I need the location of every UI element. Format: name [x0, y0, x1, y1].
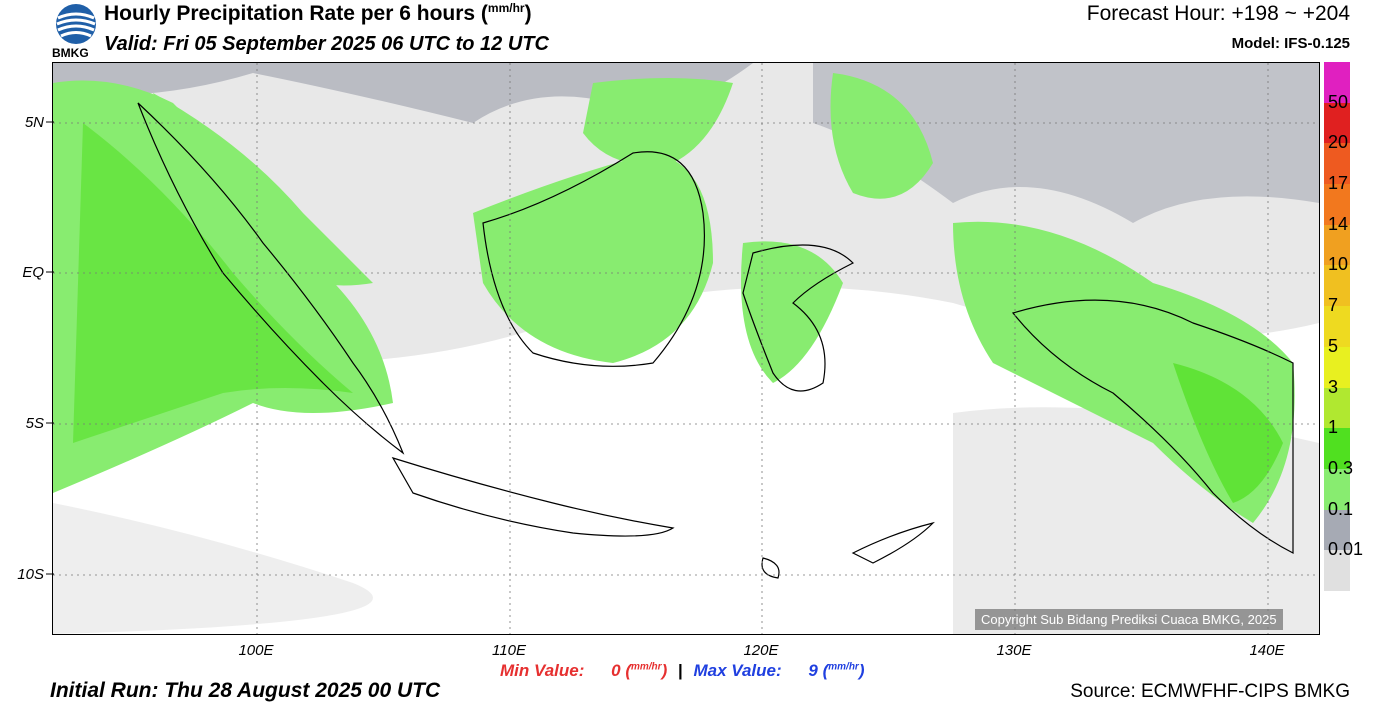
title-close: ) [524, 2, 532, 25]
heavy-rain-west [73, 123, 353, 443]
colorbar-segment [1324, 184, 1350, 225]
colorbar-segment [1324, 306, 1350, 347]
min-label: Min Value: [500, 661, 585, 680]
colorbar-label: 0.1 [1328, 498, 1354, 519]
max-value: 9 [808, 661, 818, 680]
coast-papua [1011, 299, 1294, 554]
colorbar [1324, 62, 1350, 591]
colorbar-label: 5 [1328, 335, 1339, 356]
logo-text: BMKG [52, 46, 89, 60]
colorbar-segment [1324, 346, 1350, 388]
colorbar-segment [1324, 509, 1350, 551]
title-text: Hourly Precipitation Rate per 6 hours ( [104, 2, 488, 25]
coast-java [391, 456, 675, 537]
lon-label-120e: 120E [743, 642, 779, 659]
colorbar-segment [1324, 224, 1350, 266]
colorbar-label: 0.01 [1328, 539, 1364, 560]
colorbar-label: 10 [1328, 254, 1349, 275]
lon-label-130e: 130E [996, 642, 1032, 659]
light-rain-northeast [813, 63, 1319, 223]
max-unit: (mm/hr) [822, 661, 865, 680]
colorbar-label: 7 [1328, 295, 1339, 316]
rain-area-sulawesi [741, 241, 843, 383]
coast-sulawesi [742, 244, 855, 392]
colorbar-segment [1324, 550, 1350, 591]
forecast-hour: Forecast Hour: +198 ~ +204 [1086, 2, 1350, 25]
rain-area-sumatra-north [153, 93, 373, 286]
colorbar-segment [1324, 387, 1350, 429]
coast-timor [851, 521, 935, 564]
data-source: Source: ECMWFHF-CIPS BMKG [1070, 681, 1350, 702]
colorbar-label: 20 [1328, 132, 1349, 153]
bmkg-logo-icon [56, 4, 96, 44]
lon-label-100e: 100E [238, 642, 274, 659]
grid-lines [53, 63, 1319, 634]
title-unit: mm/hr [487, 1, 525, 15]
colorbar-label: 1 [1328, 417, 1339, 438]
chart-title: Hourly Precipitation Rate per 6 hours (m… [104, 1, 532, 26]
colorbar-label: 0.3 [1328, 457, 1354, 478]
drizzle-area-southwest [53, 503, 373, 634]
light-rain-north [53, 63, 753, 123]
colorbar-segment [1324, 62, 1350, 103]
min-unit-text: mm/hr [631, 661, 662, 673]
colorbar-label: 50 [1328, 91, 1349, 112]
value-stats: Min Value: 0 (mm/hr) | Max Value: 9 (mm/… [500, 661, 865, 681]
colorbar-segment [1324, 143, 1350, 185]
colorbar-label: 3 [1328, 376, 1339, 397]
min-unit: (mm/hr) [625, 661, 668, 680]
coast-borneo [482, 151, 706, 367]
bmkg-logo [52, 2, 100, 46]
copyright-notice: Copyright Sub Bidang Prediksi Cuaca BMKG… [975, 609, 1283, 630]
model-name: Model: IFS-0.125 [1231, 35, 1350, 52]
colorbar-segment [1324, 102, 1350, 144]
colorbar-segment [1324, 468, 1350, 510]
coast-sumatra [137, 102, 405, 455]
lon-label-140e: 140E [1249, 642, 1285, 659]
min-value: 0 [611, 661, 621, 680]
colorbar-label: 14 [1328, 213, 1349, 234]
max-unit-text: mm/hr [828, 661, 859, 673]
lat-label-10s: 10S [17, 566, 44, 583]
rain-area-south-china-sea [583, 78, 733, 165]
precipitation-map [52, 62, 1320, 635]
colorbar-segment [1324, 428, 1350, 469]
heavy-rain-papua [1173, 363, 1283, 503]
stats-separator: | [677, 661, 683, 680]
initial-run: Initial Run: Thu 28 August 2025 00 UTC [50, 679, 441, 702]
valid-period: Valid: Fri 05 September 2025 06 UTC to 1… [104, 33, 549, 55]
lat-label-eq: EQ [22, 264, 44, 281]
coast-sumba [761, 557, 780, 579]
rain-area-philippines [830, 73, 933, 199]
lat-label-5s: 5S [25, 415, 44, 432]
colorbar-segment [1324, 265, 1350, 307]
coastlines [137, 102, 1294, 579]
colorbar-label: 17 [1328, 173, 1349, 194]
max-label: Max Value: [693, 661, 782, 680]
lon-label-110e: 110E [492, 642, 526, 659]
map-svg [53, 63, 1319, 634]
lat-label-5n: 5N [24, 114, 44, 131]
lat-ticks [46, 121, 54, 575]
